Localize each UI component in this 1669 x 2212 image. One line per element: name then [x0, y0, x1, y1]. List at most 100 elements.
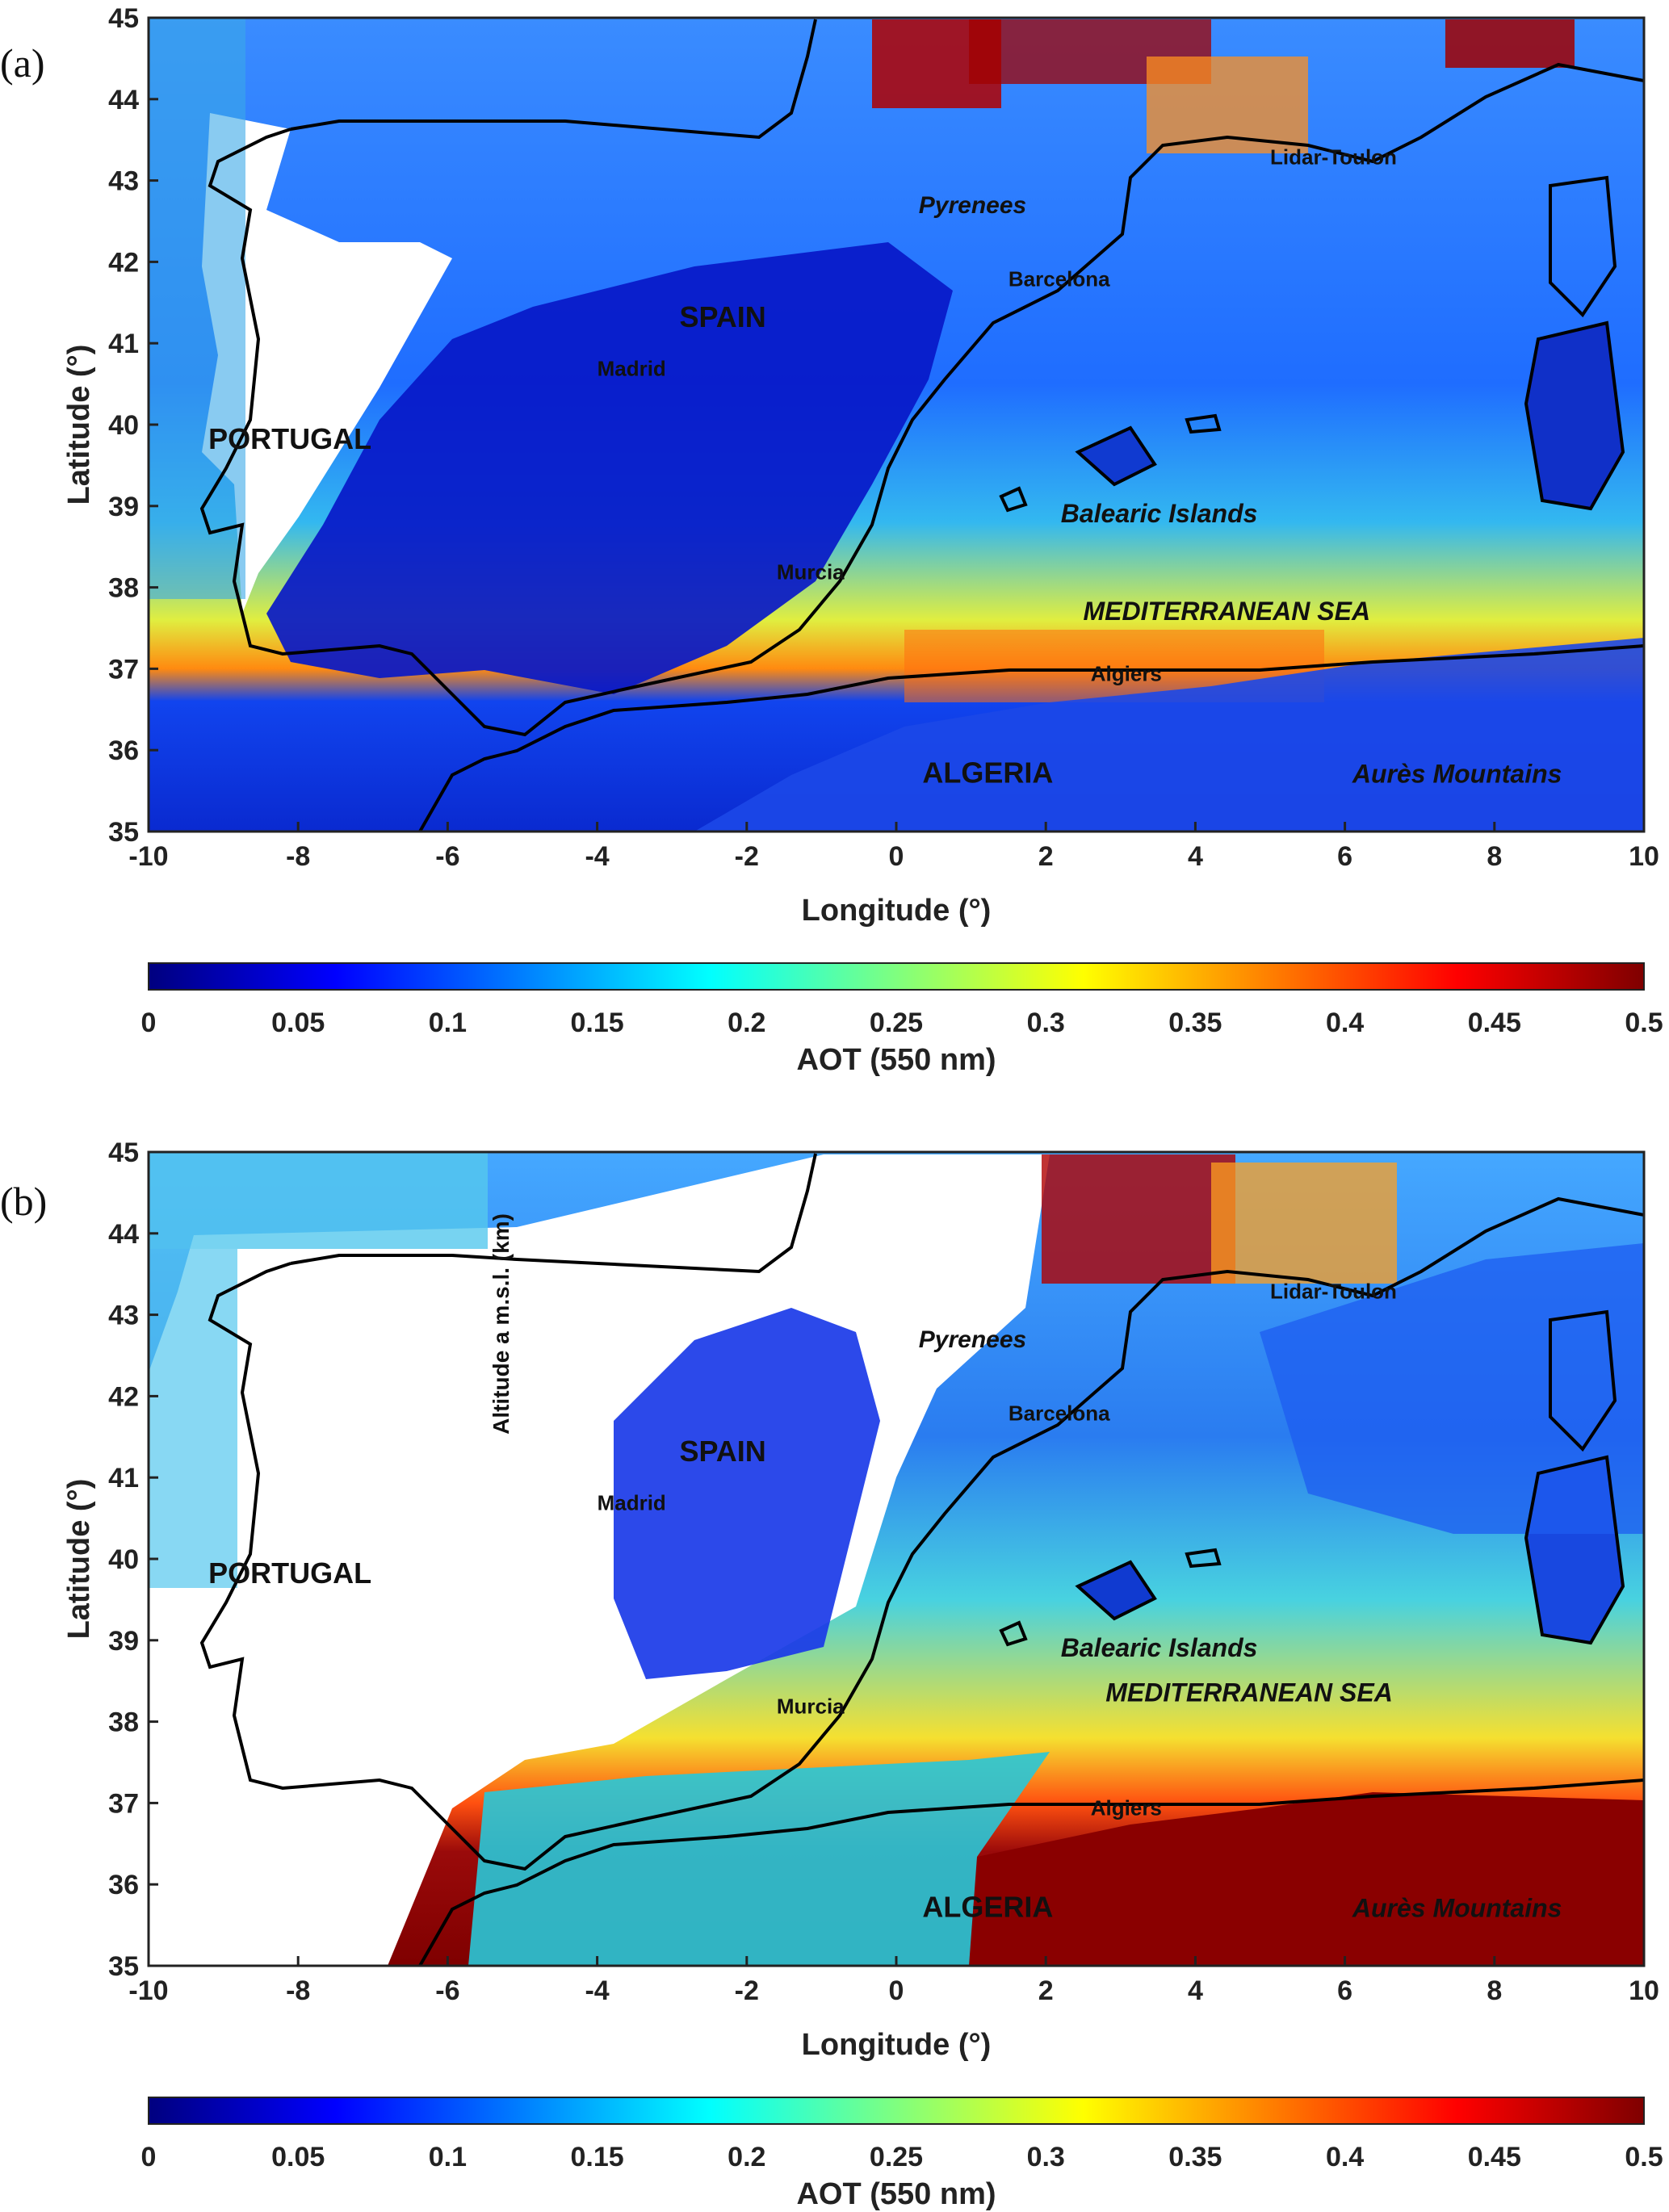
- place-labels: PORTUGAL SPAIN Madrid Murcia Barcelona Pyrene…: [208, 1279, 1562, 1923]
- place-labels: PORTUGAL SPAIN Madrid Murcia Barcelona Pyrene…: [208, 145, 1562, 789]
- aerosol-plume: [1445, 19, 1575, 68]
- x-tick-label: -8: [286, 841, 310, 872]
- aot-map: [149, 1152, 1644, 1966]
- coastline: [1524, 1455, 1625, 1645]
- x-tick-label: -4: [585, 841, 609, 872]
- y-tick-label: 38: [108, 1707, 139, 1738]
- coastlines: [199, 19, 1645, 832]
- coastline: [1075, 425, 1157, 487]
- colorbar-label: AOT (550 nm): [796, 1043, 996, 1077]
- x-tick-label: -6: [435, 841, 459, 872]
- coastline: [1185, 413, 1222, 434]
- panel-b: (b): [0, 1137, 1663, 2211]
- y-tick-label: 39: [108, 1626, 139, 1657]
- y-tick-label: 43: [108, 166, 139, 197]
- y-tick-label: 36: [108, 735, 139, 766]
- x-tick-label: -4: [585, 1975, 609, 2006]
- place-label: PORTUGAL: [208, 1556, 371, 1590]
- place-label: Murcia: [777, 1695, 845, 1719]
- y-tick-label: 35: [108, 1951, 139, 1982]
- colorbar-tick-label: 0.1: [429, 2142, 467, 2172]
- iberia-nodata: [202, 113, 452, 614]
- y-tick-label: 45: [108, 3, 139, 34]
- x-tick-label: -10: [128, 1975, 168, 2006]
- y-tick-label: 44: [108, 1219, 139, 1250]
- place-label: Madrid: [598, 1491, 666, 1515]
- place-label: Aurès Mountains: [1352, 1894, 1562, 1923]
- y-tick-label: 39: [108, 492, 139, 522]
- colorbar-tick-label: 0.05: [271, 2142, 325, 2172]
- coastlines: [199, 1153, 1645, 1967]
- colorbar-tick-label: 0.3: [1027, 1008, 1065, 1038]
- atlantic-strip: [149, 18, 245, 599]
- colorbar-tick-label: 0.1: [429, 1008, 467, 1038]
- sardinia-corsica: [1526, 323, 1623, 509]
- colorbar-tick-label: 0.45: [1468, 1008, 1521, 1038]
- aot-map: [149, 18, 1644, 832]
- place-label: Lidar-Toulon: [1270, 1279, 1397, 1303]
- place-label: MEDITERRANEAN SEA: [1105, 1678, 1393, 1707]
- coastline: [199, 62, 1645, 737]
- colorbar: [148, 2097, 1645, 2125]
- y-tick-labels: 45 44 43 42 41 40 39 38 37 36 35: [108, 3, 158, 848]
- place-label: Algiers: [1091, 662, 1162, 686]
- colorbar-tick-label: 0.05: [271, 1008, 325, 1038]
- aerosol-plume: [1042, 1154, 1235, 1284]
- place-label: SPAIN: [679, 300, 765, 333]
- x-tick-label: 0: [889, 841, 904, 872]
- place-label: Aurès Mountains: [1352, 760, 1562, 789]
- coastline: [199, 1196, 1645, 1871]
- coastline: [1549, 1309, 1617, 1452]
- y-axis-label: Latitude (°): [62, 345, 96, 505]
- colorbar: [148, 962, 1645, 991]
- y-axis-label: Latitude (°): [62, 1479, 96, 1640]
- y-tick-label: 37: [108, 654, 139, 685]
- colorbar-tick-label: 0.45: [1468, 2142, 1521, 2172]
- place-label: Murcia: [777, 560, 845, 584]
- place-label: Balearic Islands: [1061, 1633, 1258, 1662]
- place-label: SPAIN: [679, 1435, 765, 1468]
- y-tick-label: 44: [108, 85, 139, 115]
- atlantic-strip: [149, 1152, 488, 1249]
- x-tick-label: 10: [1629, 1975, 1659, 2006]
- y-tick-label: 43: [108, 1301, 139, 1331]
- coastline: [1075, 1560, 1157, 1621]
- colorbar-tick-label: 0.5: [1625, 1008, 1663, 1038]
- colorbar-tick-label: 0.35: [1168, 1008, 1222, 1038]
- coastline: [418, 1778, 1645, 1967]
- coastline: [1185, 1548, 1222, 1569]
- place-label: Balearic Islands: [1061, 499, 1258, 528]
- x-tick-label: -6: [435, 1975, 459, 2006]
- colorbar-tick-label: 0.15: [571, 1008, 624, 1038]
- panel-a: (a): [0, 3, 1663, 1077]
- x-tick-label: 2: [1038, 1975, 1054, 2006]
- y-tick-label: 40: [108, 410, 139, 441]
- place-label: Algiers: [1091, 1796, 1162, 1820]
- ligurian-low-aot: [1260, 1243, 1644, 1534]
- place-label: Pyrenees: [919, 192, 1026, 219]
- y-tick-label: 42: [108, 247, 139, 278]
- colorbar-tick-label: 0: [141, 1008, 157, 1038]
- algeria-coast: [468, 1752, 1050, 1966]
- algeria-land: [694, 638, 1644, 832]
- y-tick-label: 38: [108, 573, 139, 604]
- y-tick-label: 35: [108, 817, 139, 848]
- aerosol-plume: [1211, 1163, 1397, 1284]
- x-axis-label: Longitude (°): [802, 894, 992, 928]
- atlantic-strip: [149, 1249, 237, 1588]
- y-tick-label: 42: [108, 1381, 139, 1412]
- spain-low-aot: [266, 242, 953, 694]
- y-tick-label: 40: [108, 1544, 139, 1575]
- spain-low-aot: [614, 1308, 880, 1679]
- x-tick-label: -10: [128, 841, 168, 872]
- x-tick-labels: -10 -8 -6 -4 -2 0 2 4 6 8 10: [128, 1956, 1659, 2006]
- y-tick-label: 41: [108, 1463, 139, 1494]
- stray-axis-label: Altitude a m.s.l. (km): [489, 1213, 514, 1435]
- x-axis-label: Longitude (°): [802, 2028, 992, 2062]
- balearic-islands: [1078, 428, 1155, 484]
- y-tick-label: 45: [108, 1137, 139, 1168]
- x-tick-label: 6: [1337, 1975, 1352, 2006]
- coastline: [290, 19, 817, 140]
- colorbar-tick-label: 0.2: [728, 1008, 765, 1038]
